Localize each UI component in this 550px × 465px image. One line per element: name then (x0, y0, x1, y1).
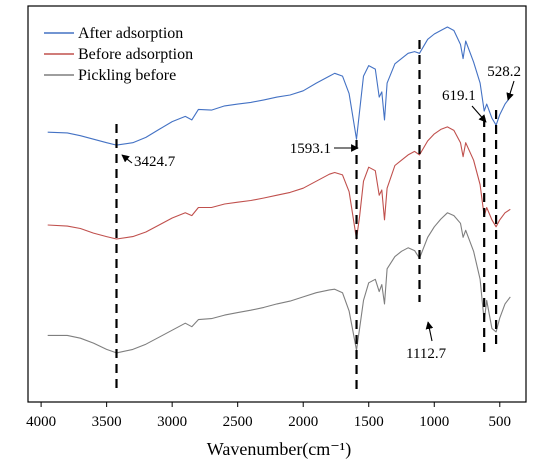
x-tick-label-3000: 3000 (157, 414, 187, 430)
x-tick-label-1000: 1000 (419, 414, 449, 430)
x-tick-label-2000: 2000 (288, 414, 318, 430)
annotation-528-2: 528.2 (487, 64, 521, 80)
annotation-arrow-619-1 (471, 105, 487, 123)
reference-lines (115, 40, 498, 392)
series-line-before-adsorption (47, 126, 511, 240)
x-ticks: 4000 3500 3000 2500 2000 1500 1000 500 (26, 402, 511, 430)
legend: After adsorption Before adsorption Picklin… (44, 25, 193, 84)
x-axis-title: Wavenumber(cm⁻¹) (207, 439, 351, 460)
legend-label-before-adsorption: Before adsorption (78, 46, 193, 63)
annotation-1112-7: 1112.7 (406, 346, 447, 362)
annotation-arrow-3424-7 (121, 154, 133, 164)
annotation-arrow-1112-7 (425, 321, 434, 342)
series-layer (47, 26, 511, 354)
legend-label-after-adsorption: After adsorption (78, 25, 183, 42)
plot-frame (27, 5, 527, 403)
series-line-pickling-before (47, 212, 511, 354)
annotation-arrow-528-2 (506, 80, 515, 101)
x-tick-label-500: 500 (489, 414, 512, 430)
annotation-3424-7: 3424.7 (134, 154, 176, 170)
x-tick-label-3500: 3500 (92, 414, 122, 430)
series-line-after-adsorption (47, 26, 511, 146)
annotation-1593-1: 1593.1 (290, 141, 331, 157)
annotation-619-1: 619.1 (442, 88, 476, 104)
legend-label-pickling-before: Pickling before (78, 67, 176, 84)
x-tick-label-1500: 1500 (354, 414, 384, 430)
x-tick-label-2500: 2500 (223, 414, 253, 430)
annotations: 3424.7 1593.1 1112.7 619.1 528.2 (121, 64, 521, 362)
x-tick-label-4000: 4000 (26, 414, 56, 430)
